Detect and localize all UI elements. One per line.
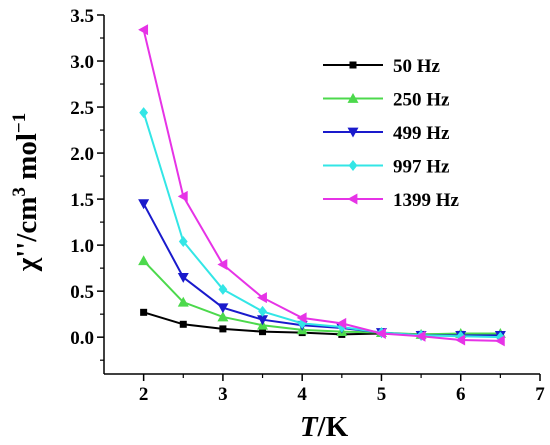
- data-point: [177, 296, 189, 307]
- data-point: [138, 199, 150, 210]
- y-tick-label: 0.0: [70, 328, 94, 349]
- y-axis-label-exp1: 3: [9, 187, 30, 197]
- data-point: [257, 315, 269, 326]
- series-line: [143, 311, 501, 337]
- data-point: [296, 312, 307, 324]
- legend-label: 997 Hz: [393, 157, 450, 178]
- y-tick-label: 0.5: [70, 282, 94, 303]
- plot-area: 2 3 4 5 6 7 0.0 0.5 1.0 1.5 2.0 2.5 3.0 3.5: [70, 6, 545, 405]
- series-4: [138, 24, 505, 347]
- x-axis-label-italic: T: [300, 411, 319, 443]
- legend-label: 1399 Hz: [393, 190, 460, 211]
- y-axis-label-mid: mol: [11, 133, 43, 187]
- data-point: [259, 328, 267, 336]
- x-tick-label: 6: [456, 384, 466, 405]
- x-tick-label: 2: [139, 384, 149, 405]
- data-point: [257, 292, 267, 304]
- legend-entry: 250 Hz: [323, 90, 450, 111]
- x-ticks: 2 3 4 5 6 7: [139, 374, 545, 405]
- legend-swatch-marker: [347, 127, 359, 138]
- data-point: [455, 334, 466, 346]
- legend-swatch-marker: [347, 93, 359, 103]
- legend-label: 499 Hz: [393, 123, 450, 144]
- y-tick-label: 2.5: [70, 98, 94, 119]
- x-tick-label: 7: [535, 384, 545, 405]
- data-point: [219, 325, 227, 333]
- data-point: [177, 190, 188, 202]
- y-tick-label: 1.0: [70, 236, 94, 257]
- data-point: [218, 283, 228, 295]
- data-point: [177, 272, 189, 283]
- legend-swatch-marker: [347, 193, 358, 205]
- data-point: [258, 305, 267, 317]
- y-tick-label: 3.5: [70, 6, 94, 27]
- x-axis-label: T/K: [300, 411, 349, 443]
- x-tick-label: 5: [377, 384, 387, 405]
- data-point: [217, 303, 229, 314]
- data-point: [138, 24, 149, 36]
- series-line: [142, 203, 501, 337]
- legend-entry: 499 Hz: [323, 123, 450, 144]
- y-axis-label-main: χ''/cm: [11, 197, 43, 273]
- data-point: [494, 335, 505, 347]
- data-point: [179, 320, 187, 328]
- y-tick-label: 3.0: [70, 52, 94, 73]
- data-point: [297, 317, 307, 329]
- legend: 50 Hz 250 Hz 499 Hz 997 Hz 1399 Hz: [323, 56, 460, 211]
- series-line: [142, 112, 501, 339]
- data-point: [140, 308, 148, 316]
- legend-swatch-marker: [348, 160, 358, 171]
- data-point: [415, 330, 426, 342]
- legend-label: 50 Hz: [393, 56, 441, 77]
- y-tick-label: 2.0: [70, 144, 94, 165]
- data-point: [337, 321, 347, 333]
- data-point: [139, 107, 149, 119]
- legend-entry: 997 Hz: [323, 157, 450, 178]
- y-axis-label-exp2: −1: [9, 113, 30, 133]
- data-point: [178, 235, 188, 247]
- series-line: [142, 260, 501, 336]
- legend-swatch-marker: [349, 61, 357, 69]
- x-tick-label: 4: [297, 384, 307, 405]
- data-point: [375, 327, 386, 339]
- data-point: [217, 311, 229, 322]
- y-ticks: 0.0 0.5 1.0 1.5 2.0 2.5 3.0 3.5: [70, 6, 104, 361]
- x-tick-label: 3: [218, 384, 228, 405]
- legend-entry: 1399 Hz: [323, 190, 460, 211]
- series-layer: [138, 24, 506, 347]
- data-point: [138, 255, 150, 266]
- data-point: [336, 317, 347, 329]
- series-3: [139, 107, 505, 343]
- x-axis-label-unit: /K: [317, 411, 349, 443]
- y-tick-label: 1.5: [70, 190, 94, 211]
- series-line: [142, 29, 501, 342]
- y-axis-label: χ''/cm3 mol−1: [9, 113, 43, 272]
- legend-entry: 50 Hz: [323, 56, 441, 77]
- legend-label: 250 Hz: [393, 90, 450, 111]
- data-point: [217, 258, 228, 270]
